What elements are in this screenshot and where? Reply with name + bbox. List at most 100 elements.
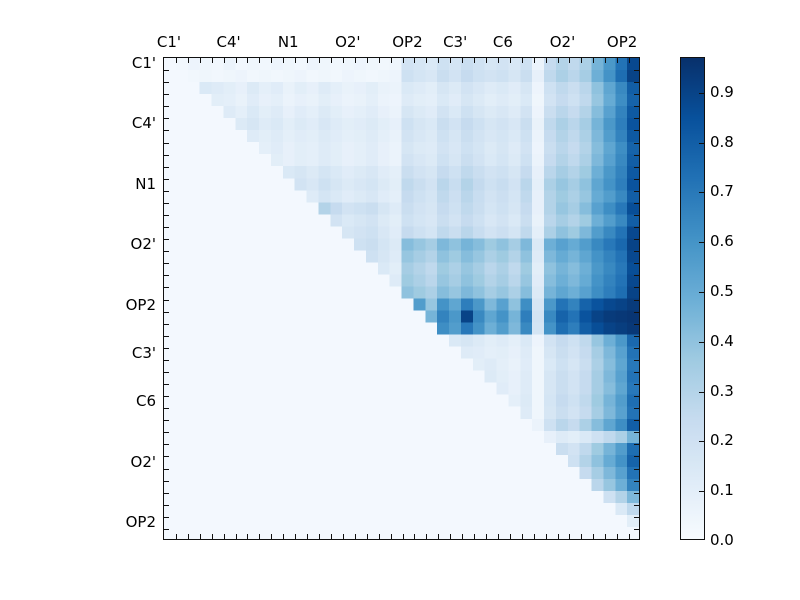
axis-tick <box>164 396 169 397</box>
axis-tick <box>367 58 368 63</box>
axis-tick <box>634 215 639 216</box>
axis-tick <box>236 58 237 63</box>
axis-tick <box>593 534 594 539</box>
axis-tick <box>379 534 380 539</box>
y-axis-tick-label: C4' <box>131 114 156 133</box>
axis-tick <box>164 143 169 144</box>
colorbar-gradient <box>681 58 704 539</box>
axis-tick <box>510 534 511 539</box>
axis-tick <box>634 287 639 288</box>
axis-tick <box>593 58 594 63</box>
axis-tick <box>295 534 296 539</box>
colorbar-tick-label: 0.3 <box>710 381 734 400</box>
y-axis-tick-label: O2' <box>130 235 156 254</box>
axis-tick <box>629 58 630 63</box>
axis-tick <box>164 312 169 313</box>
colorbar-tick <box>699 342 704 343</box>
axis-tick <box>634 493 639 494</box>
y-axis-tick-label: OP2 <box>125 512 156 531</box>
axis-tick <box>319 534 320 539</box>
axis-tick <box>367 534 368 539</box>
axis-tick <box>307 534 308 539</box>
axis-tick <box>164 70 169 71</box>
axis-tick <box>355 534 356 539</box>
axis-tick <box>474 58 475 63</box>
axis-tick <box>164 481 169 482</box>
axis-tick <box>164 517 169 518</box>
axis-tick <box>634 191 639 192</box>
axis-tick <box>164 215 169 216</box>
axis-tick <box>634 300 639 301</box>
axis-tick <box>212 534 213 539</box>
axis-tick <box>164 239 169 240</box>
axis-tick <box>634 336 639 337</box>
axis-tick <box>164 420 169 421</box>
axis-tick <box>164 179 169 180</box>
axis-tick <box>634 469 639 470</box>
axis-tick <box>605 534 606 539</box>
axis-tick <box>164 384 169 385</box>
axis-tick <box>605 58 606 63</box>
x-axis-tick-label: N1 <box>277 33 299 51</box>
axis-tick <box>164 275 169 276</box>
axis-tick <box>558 58 559 63</box>
colorbar-tick <box>699 93 704 94</box>
axis-tick <box>164 360 169 361</box>
axis-tick <box>474 534 475 539</box>
axis-tick <box>164 408 169 409</box>
axis-tick <box>164 94 169 95</box>
axis-tick <box>164 300 169 301</box>
colorbar-tick <box>699 392 704 393</box>
x-axis-tick-label: O2' <box>335 33 361 51</box>
colorbar-tick <box>699 441 704 442</box>
axis-tick <box>581 58 582 63</box>
axis-tick <box>634 118 639 119</box>
axis-tick <box>164 155 169 156</box>
axis-tick <box>224 534 225 539</box>
colorbar[interactable] <box>680 57 705 540</box>
axis-tick <box>634 239 639 240</box>
axis-tick <box>164 130 169 131</box>
axis-tick <box>634 360 639 361</box>
y-axis-tick-label: OP2 <box>125 295 156 314</box>
heatmap-plot-area[interactable] <box>163 57 640 540</box>
axis-tick <box>164 432 169 433</box>
axis-tick <box>224 58 225 63</box>
axis-tick <box>164 324 169 325</box>
axis-tick <box>486 58 487 63</box>
axis-tick <box>164 191 169 192</box>
axis-tick <box>212 58 213 63</box>
axis-tick <box>164 287 169 288</box>
axis-tick <box>634 94 639 95</box>
axis-tick <box>634 444 639 445</box>
axis-tick <box>164 348 169 349</box>
colorbar-tick-label: 0.5 <box>710 282 734 301</box>
axis-tick <box>634 505 639 506</box>
colorbar-tick-label: 0.2 <box>710 431 734 450</box>
axis-tick <box>558 534 559 539</box>
axis-tick <box>188 58 189 63</box>
axis-tick <box>283 58 284 63</box>
x-axis-tick-label: C4' <box>216 33 241 51</box>
colorbar-tick-label: 0.4 <box>710 331 734 350</box>
axis-tick <box>634 348 639 349</box>
axis-tick <box>164 82 169 83</box>
axis-tick <box>634 324 639 325</box>
axis-tick <box>546 58 547 63</box>
axis-tick <box>164 336 169 337</box>
x-axis-tick-label: C1' <box>156 33 182 51</box>
axis-tick <box>486 534 487 539</box>
colorbar-tick-label: 0.9 <box>710 82 734 101</box>
axis-tick <box>200 58 201 63</box>
colorbar-tick <box>699 242 704 243</box>
axis-tick <box>522 534 523 539</box>
axis-tick <box>295 58 296 63</box>
axis-tick <box>164 456 169 457</box>
axis-tick <box>164 167 169 168</box>
axis-tick <box>379 58 380 63</box>
axis-tick <box>391 534 392 539</box>
axis-tick <box>236 534 237 539</box>
y-axis-labels: C1' C4' N1 O2' OP2 C3' C6 O2' OP2 <box>80 54 156 540</box>
axis-tick <box>319 58 320 63</box>
x-axis-tick-label: C6 <box>492 33 513 51</box>
